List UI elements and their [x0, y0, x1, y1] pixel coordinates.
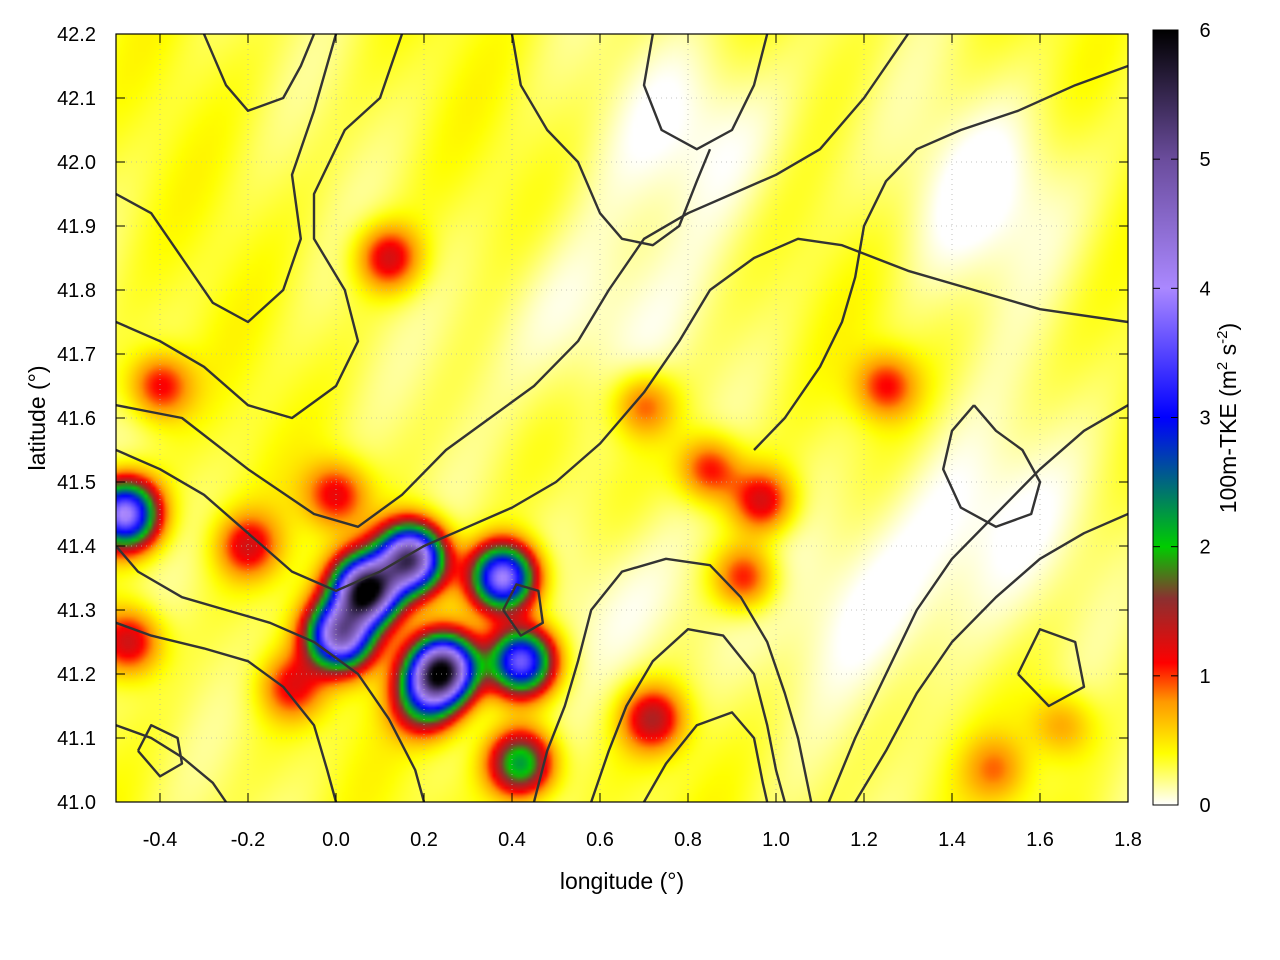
colorbar-tick-label: 2 — [1199, 537, 1210, 559]
y-tick-label: 42.1 — [57, 88, 96, 110]
contour-line — [116, 621, 338, 802]
contour-line — [202, 34, 316, 112]
contour-line — [116, 545, 426, 802]
y-tick-label: 42.0 — [57, 152, 96, 174]
y-axis-label: latitude (°) — [24, 365, 50, 470]
contour-line — [642, 34, 769, 151]
contour-line — [1016, 628, 1086, 708]
y-tick-label: 41.1 — [57, 728, 96, 750]
contour-line — [502, 583, 544, 637]
y-tick-label: 42.2 — [57, 24, 96, 46]
y-tick-label: 41.5 — [57, 472, 96, 494]
x-tick-label: 0.4 — [498, 829, 526, 851]
colorbar-tick-label: 0 — [1199, 795, 1210, 817]
y-axis-ticks: 41.0 41.1 41.2 41.3 41.4 41.5 41.6 41.7 41.8 41.9… — [57, 24, 1128, 814]
contour-line — [753, 64, 1128, 451]
y-tick-label: 41.3 — [57, 600, 96, 622]
contour-line — [510, 34, 712, 247]
colorbar-tick-label: 5 — [1199, 149, 1210, 171]
colorbar-tick-label: 4 — [1199, 278, 1210, 300]
y-tick-label: 41.2 — [57, 664, 96, 686]
x-tick-label: 0.0 — [322, 829, 350, 851]
contour-line — [590, 628, 786, 802]
y-tick-label: 41.8 — [57, 280, 96, 302]
x-tick-label: -0.4 — [143, 829, 177, 851]
colorbar-tick-label: 3 — [1199, 408, 1210, 430]
contour-line — [116, 34, 909, 528]
contour-line — [116, 34, 338, 324]
contour-lines — [116, 34, 1128, 802]
x-axis-ticks: -0.4 -0.2 0.0 0.2 0.4 0.6 0.8 1.0 1.2 1.4 1.6 1.8 — [143, 34, 1142, 851]
contour-line — [642, 711, 769, 802]
x-axis-label: longitude (°) — [560, 868, 684, 894]
colorbar-ticks: 0 1 2 3 4 5 6 — [1153, 20, 1211, 817]
y-tick-label: 41.7 — [57, 344, 96, 366]
x-tick-label: 0.6 — [586, 829, 614, 851]
x-tick-label: 1.8 — [1114, 829, 1142, 851]
colorbar-tick-label: 1 — [1199, 666, 1210, 688]
x-tick-label: 0.2 — [410, 829, 438, 851]
contour-line — [827, 404, 1128, 802]
x-tick-label: 1.0 — [762, 829, 790, 851]
contour-line — [532, 557, 813, 802]
x-tick-label: 0.8 — [674, 829, 702, 851]
x-tick-label: 1.2 — [850, 829, 878, 851]
x-tick-label: 1.4 — [938, 829, 966, 851]
contour-line — [116, 34, 404, 420]
colorbar-label: 100m-TKE (m2 s-2) — [1214, 323, 1241, 513]
colorbar-tick-label: 6 — [1199, 20, 1210, 42]
contour-line — [136, 724, 184, 778]
colorbar: 0 1 2 3 4 5 6 100m-TKE (m2 s-2) — [1152, 20, 1241, 817]
y-tick-label: 41.9 — [57, 216, 96, 238]
y-tick-label: 41.0 — [57, 792, 96, 814]
y-tick-label: 41.4 — [57, 536, 96, 558]
contour-line — [942, 404, 1042, 528]
x-tick-label: -0.2 — [231, 829, 265, 851]
contour-line — [854, 512, 1128, 802]
x-tick-label: 1.6 — [1026, 829, 1054, 851]
contour-line — [116, 237, 1128, 592]
y-tick-label: 41.6 — [57, 408, 96, 430]
